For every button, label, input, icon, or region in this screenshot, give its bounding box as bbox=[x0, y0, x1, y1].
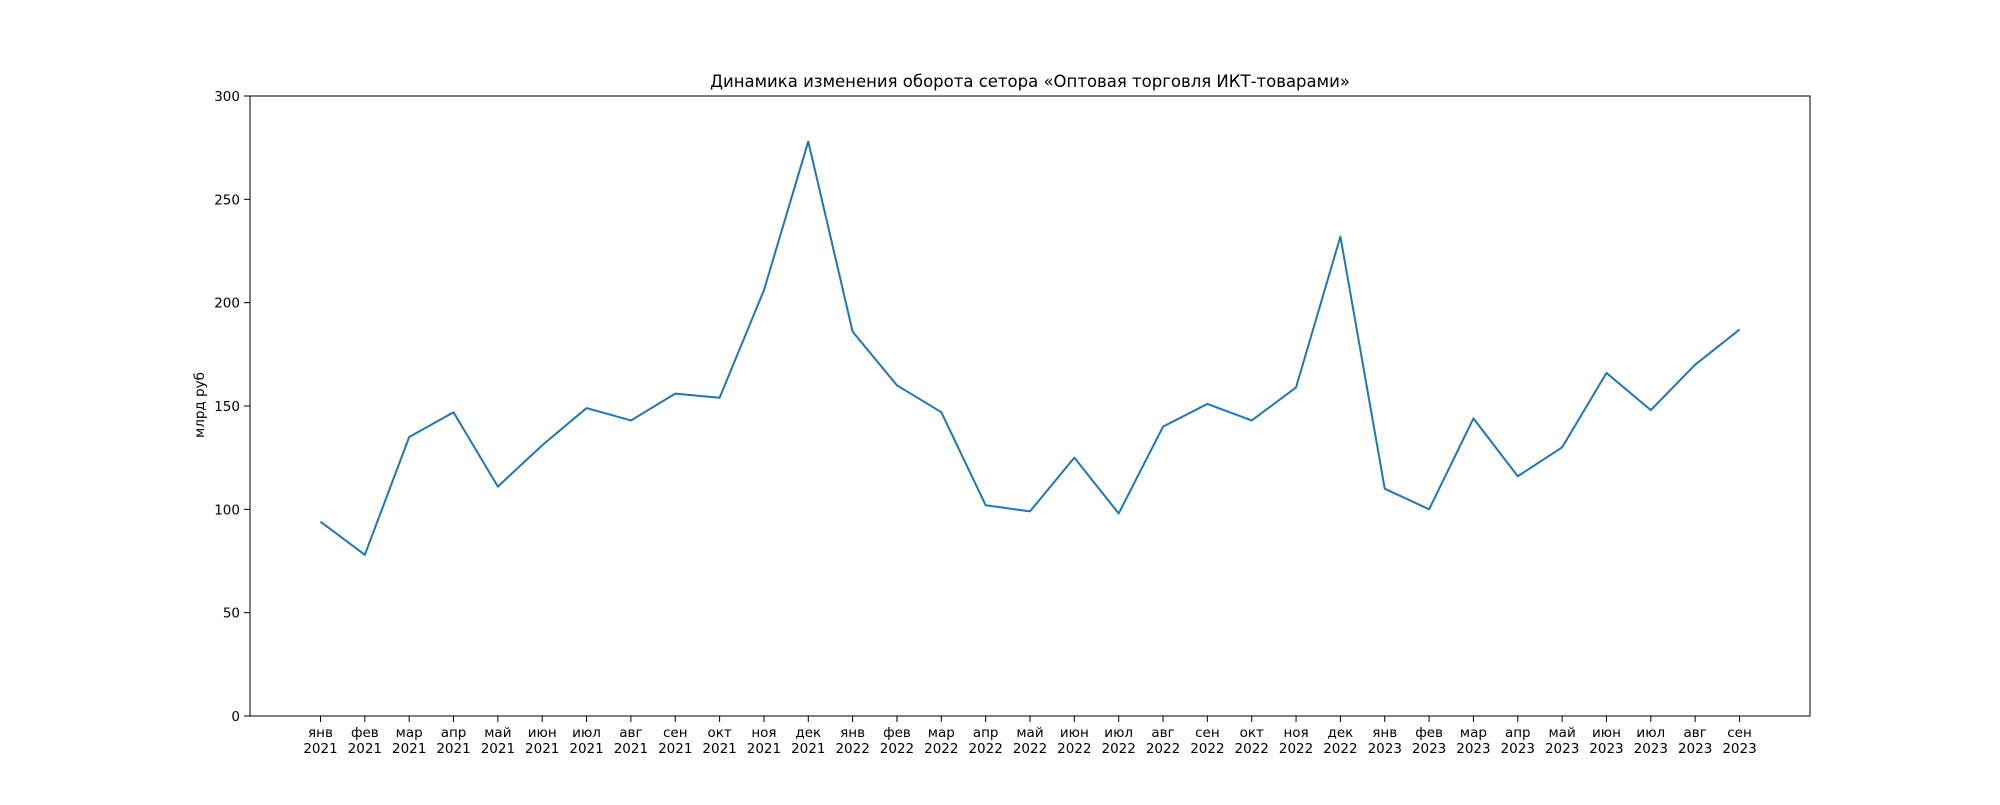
x-tick-label-year: 2023 bbox=[1589, 741, 1623, 757]
x-tick-label-year: 2022 bbox=[1279, 741, 1313, 757]
x-tick-label-year: 2022 bbox=[1146, 741, 1180, 757]
x-tick-label-year: 2021 bbox=[791, 741, 825, 757]
x-tick-label-year: 2022 bbox=[1102, 741, 1136, 757]
x-tick-label-year: 2021 bbox=[614, 741, 648, 757]
x-tick-label-month: мар bbox=[396, 725, 423, 741]
x-tick-label-month: сен bbox=[1727, 725, 1752, 741]
y-axis: 0 50 100 150 200 250 300 bbox=[214, 89, 250, 725]
y-tick-label: 150 bbox=[214, 399, 240, 415]
x-tick-label-year: 2023 bbox=[1368, 741, 1402, 757]
y-tick-label: 250 bbox=[214, 192, 240, 208]
x-tick-label-month: авг bbox=[1151, 725, 1174, 741]
x-tick-label-month: янв bbox=[840, 725, 865, 741]
y-axis-label: млрд руб bbox=[192, 372, 208, 438]
x-tick-label-month: окт bbox=[707, 725, 731, 741]
x-tick-label-month: июл bbox=[1104, 725, 1133, 741]
x-tick-label-year: 2023 bbox=[1545, 741, 1579, 757]
x-tick-label-month: июл bbox=[572, 725, 601, 741]
x-tick-label-month: дек bbox=[1328, 725, 1354, 741]
x-tick-label-year: 2021 bbox=[747, 741, 781, 757]
series-layer bbox=[320, 141, 1739, 554]
series-line-0 bbox=[321, 141, 1740, 554]
x-tick-label-year: 2022 bbox=[1057, 741, 1091, 757]
x-tick-label-month: июл bbox=[1636, 725, 1665, 741]
x-tick-label-month: янв bbox=[1372, 725, 1397, 741]
x-tick-label-year: 2023 bbox=[1678, 741, 1712, 757]
x-tick-label-month: апр bbox=[441, 725, 467, 741]
x-tick-label-month: май bbox=[1549, 725, 1576, 741]
x-tick-label-year: 2021 bbox=[525, 741, 559, 757]
x-tick-label-month: дек bbox=[795, 725, 821, 741]
y-tick-label: 0 bbox=[231, 709, 240, 725]
x-tick-label-year: 2022 bbox=[968, 741, 1002, 757]
x-tick-label-year: 2023 bbox=[1634, 741, 1668, 757]
x-tick-label-month: май bbox=[484, 725, 511, 741]
x-tick-label-month: сен bbox=[1195, 725, 1220, 741]
x-tick-label-year: 2022 bbox=[924, 741, 958, 757]
chart-title: Динамика изменения оборота сетора «Оптов… bbox=[710, 72, 1350, 91]
x-tick-label-month: ноя bbox=[751, 725, 776, 741]
x-tick-label-year: 2021 bbox=[658, 741, 692, 757]
x-tick-label-month: июн bbox=[1592, 725, 1621, 741]
x-tick-label-month: авг bbox=[619, 725, 642, 741]
x-tick-label-year: 2022 bbox=[1323, 741, 1357, 757]
y-tick-label: 300 bbox=[214, 89, 240, 105]
x-tick-label-year: 2023 bbox=[1412, 741, 1446, 757]
x-tick-label-year: 2022 bbox=[880, 741, 914, 757]
x-tick-label-year: 2021 bbox=[481, 741, 515, 757]
x-tick-label-year: 2021 bbox=[348, 741, 382, 757]
x-tick-label-month: ноя bbox=[1283, 725, 1308, 741]
x-tick-label-year: 2022 bbox=[1190, 741, 1224, 757]
x-tick-label-month: фев bbox=[883, 725, 911, 741]
x-tick-label-year: 2021 bbox=[392, 741, 426, 757]
x-tick-label-month: апр bbox=[1505, 725, 1531, 741]
x-tick-label-year: 2022 bbox=[1013, 741, 1047, 757]
x-tick-label-month: янв bbox=[308, 725, 333, 741]
x-tick-label-year: 2023 bbox=[1722, 741, 1756, 757]
x-tick-label-month: июн bbox=[1060, 725, 1089, 741]
x-tick-label-month: мар bbox=[1460, 725, 1487, 741]
x-tick-label-year: 2022 bbox=[835, 741, 869, 757]
x-tick-label-month: июн bbox=[528, 725, 557, 741]
x-tick-label-year: 2023 bbox=[1501, 741, 1535, 757]
x-tick-label-month: мар bbox=[928, 725, 955, 741]
y-tick-label: 200 bbox=[214, 296, 240, 312]
x-tick-label-month: окт bbox=[1240, 725, 1264, 741]
plot-frame bbox=[250, 96, 1810, 716]
y-tick-label: 50 bbox=[223, 606, 240, 622]
x-tick-label-year: 2023 bbox=[1456, 741, 1490, 757]
x-tick-label-month: май bbox=[1016, 725, 1043, 741]
x-tick-label-month: фев bbox=[1415, 725, 1443, 741]
x-tick-label-year: 2021 bbox=[702, 741, 736, 757]
x-tick-label-year: 2021 bbox=[436, 741, 470, 757]
x-tick-label-month: авг bbox=[1683, 725, 1706, 741]
x-tick-label-year: 2022 bbox=[1235, 741, 1269, 757]
x-tick-label-month: фев bbox=[351, 725, 379, 741]
x-tick-label-year: 2021 bbox=[303, 741, 337, 757]
x-tick-label-month: апр bbox=[973, 725, 999, 741]
x-tick-label-year: 2021 bbox=[569, 741, 603, 757]
x-tick-label-month: сен bbox=[663, 725, 688, 741]
y-tick-label: 100 bbox=[214, 502, 240, 518]
x-axis: янв2021фев2021мар2021апр2021май2021июн20… bbox=[303, 716, 1756, 757]
